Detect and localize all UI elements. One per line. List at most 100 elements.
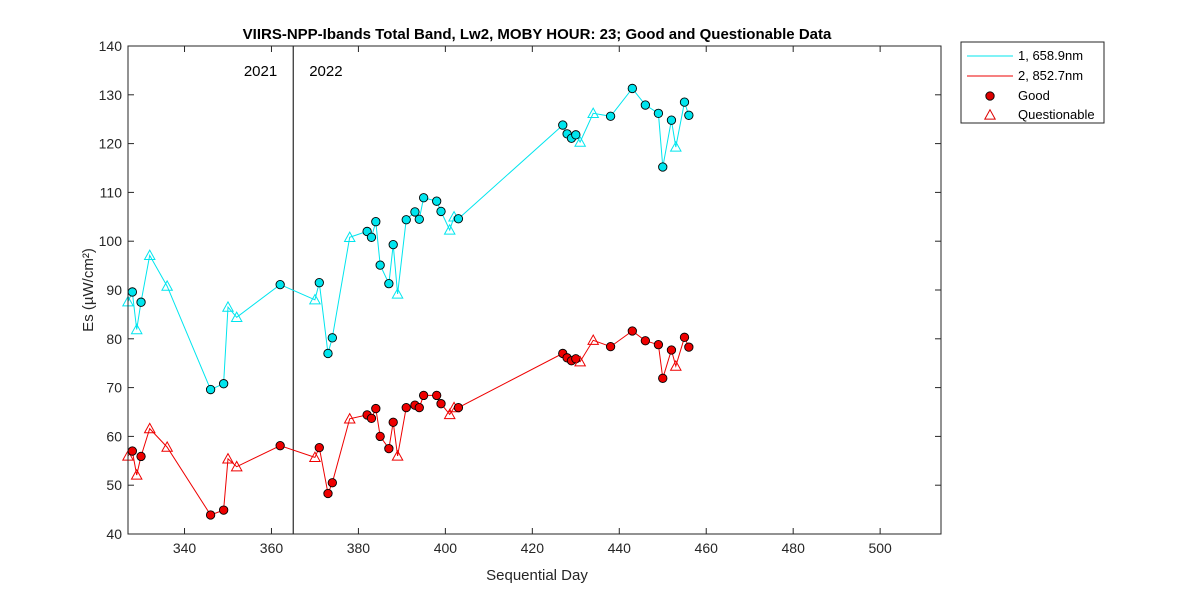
y-tick-label: 130	[99, 87, 123, 103]
good-point	[410, 207, 420, 217]
good-point	[366, 232, 377, 242]
x-tick-label: 420	[521, 540, 545, 556]
good-point	[653, 340, 664, 350]
good-point	[453, 402, 464, 413]
legend-label-1: 1, 658.9nm	[1018, 48, 1083, 63]
good-point	[327, 478, 337, 488]
good-point	[432, 390, 442, 401]
good-point	[418, 390, 429, 401]
questionable-point	[308, 451, 321, 463]
questionable-point	[230, 311, 243, 322]
questionable-point	[343, 231, 356, 242]
y-tick-label: 110	[100, 184, 123, 200]
good-point	[375, 431, 385, 442]
good-point	[605, 111, 616, 121]
y-tick-label: 100	[99, 233, 123, 249]
questionable-point	[221, 300, 235, 312]
good-point	[218, 379, 229, 389]
good-point	[653, 108, 664, 118]
plot-frame	[127, 45, 942, 535]
x-tick-label: 500	[868, 540, 892, 556]
x-axis-label: Sequential Day	[486, 567, 588, 584]
x-tick-label: 460	[695, 540, 719, 556]
x-tick-label: 360	[260, 540, 284, 556]
good-point	[627, 83, 637, 94]
y-tick-label: 50	[106, 477, 122, 493]
y-tick-label: 120	[99, 136, 123, 152]
year-label-2022: 2022	[309, 63, 342, 80]
good-point	[275, 441, 285, 451]
good-point	[414, 402, 424, 413]
questionable-point	[130, 468, 143, 480]
good-point	[401, 402, 411, 413]
x-tick-label: 400	[434, 540, 458, 556]
good-point	[218, 505, 229, 515]
questionable-point	[308, 293, 321, 305]
good-point	[571, 130, 581, 140]
good-point	[375, 260, 385, 270]
good-point	[414, 214, 424, 224]
legend-questionable-marker	[983, 108, 997, 120]
good-point	[640, 336, 651, 346]
good-point	[205, 510, 216, 520]
x-tick-label: 480	[782, 540, 806, 556]
good-point	[205, 384, 216, 395]
good-point	[388, 239, 398, 250]
good-point	[136, 451, 146, 462]
y-tick-label: 40	[106, 526, 122, 542]
good-point	[558, 120, 568, 130]
good-point	[436, 206, 446, 217]
good-point	[658, 162, 668, 172]
questionable-point	[391, 287, 404, 299]
good-point	[679, 332, 690, 342]
questionable-point	[574, 135, 587, 147]
legend-label-good: Good	[1018, 88, 1050, 103]
axis-ticks: 340 360 380 400 420 440 460 480 500 40 50 60 70 80 90 1…	[99, 38, 941, 556]
y-axis-label: Es (µW/cm²)	[80, 248, 97, 332]
questionable-point	[587, 334, 600, 345]
series-2	[121, 326, 694, 520]
good-point	[436, 399, 446, 409]
good-point	[640, 100, 651, 110]
good-point	[627, 326, 637, 336]
good-point	[136, 297, 146, 307]
good-point	[366, 413, 377, 423]
questionable-point	[230, 460, 243, 472]
x-tick-label: 380	[347, 540, 371, 556]
questionable-point	[391, 449, 404, 461]
x-tick-label: 440	[608, 540, 632, 556]
good-point	[684, 110, 694, 120]
good-point	[418, 193, 429, 203]
good-point	[384, 443, 394, 454]
questionable-point	[161, 279, 174, 291]
legend-label-2: 2, 852.7nm	[1018, 68, 1083, 83]
legend: 1, 658.9nm 2, 852.7nm Good Questionable	[960, 41, 1105, 124]
good-point	[127, 446, 137, 456]
questionable-point	[587, 107, 600, 119]
good-point	[666, 345, 677, 355]
questionable-point	[143, 422, 156, 434]
good-point	[371, 217, 381, 227]
good-point	[323, 488, 333, 499]
questionable-point	[443, 223, 456, 235]
good-point	[371, 403, 381, 414]
good-point	[658, 373, 668, 383]
y-tick-label: 140	[99, 38, 123, 54]
good-point	[127, 287, 137, 297]
questionable-point	[143, 249, 156, 261]
series-group	[121, 83, 694, 520]
questionable-point	[343, 412, 356, 424]
questionable-point	[221, 452, 235, 464]
questionable-point	[669, 140, 682, 152]
questionable-point	[669, 359, 682, 371]
good-point	[384, 279, 394, 289]
good-point	[327, 333, 337, 343]
plot-area	[128, 46, 941, 534]
good-point	[605, 341, 616, 352]
y-tick-label: 80	[106, 331, 122, 347]
good-point	[323, 348, 333, 359]
good-point	[679, 97, 690, 107]
questionable-point	[443, 408, 456, 420]
good-point	[432, 196, 442, 206]
